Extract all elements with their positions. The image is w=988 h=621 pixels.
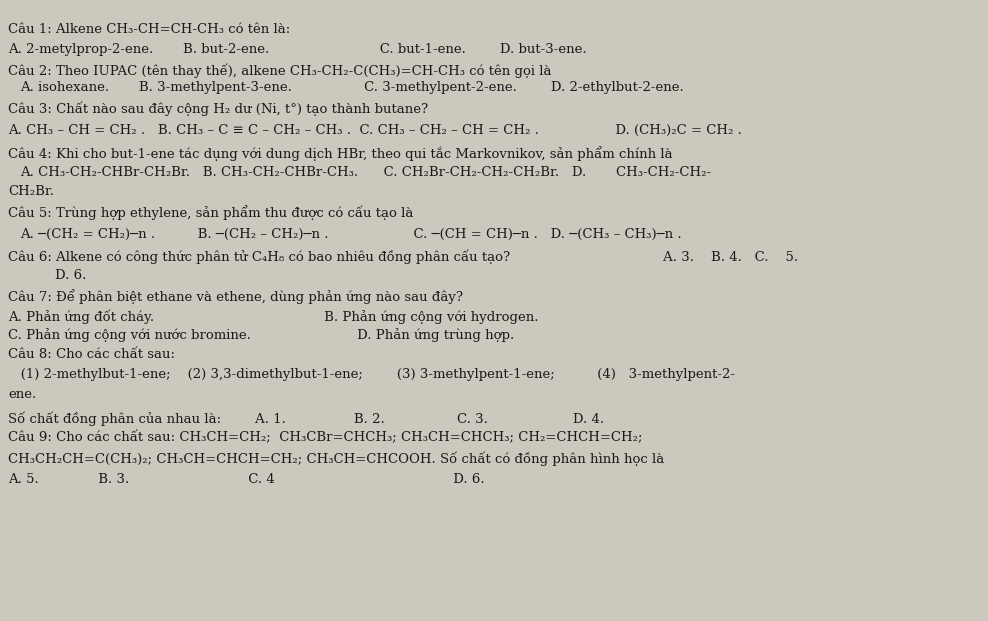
Text: A. 5.              B. 3.                            C. 4                        : A. 5. B. 3. C. 4 [8, 473, 485, 486]
Text: CH₂Br.: CH₂Br. [8, 185, 54, 198]
Text: ene.: ene. [8, 388, 37, 401]
Text: Số chất đồng phân của nhau là:        A. 1.                B. 2.                : Số chất đồng phân của nhau là: A. 1. B. … [8, 411, 604, 425]
Text: CH₃CH₂CH=C(CH₃)₂; CH₃CH=CHCH=CH₂; CH₃CH=CHCOOH. Số chất có đồng phân hình học là: CH₃CH₂CH=C(CH₃)₂; CH₃CH=CHCH=CH₂; CH₃CH=… [8, 451, 664, 466]
Text: A. isohexane.       B. 3-methylpent-3-ene.                 C. 3-methylpent-2-ene: A. isohexane. B. 3-methylpent-3-ene. C. … [20, 81, 684, 94]
Text: A. Phản ứng đốt cháy.                                        B. Phản ứng cộng vớ: A. Phản ứng đốt cháy. B. Phản ứng cộng v… [8, 309, 538, 324]
Text: Câu 5: Trùng hợp ethylene, sản phẩm thu được có cấu tạo là: Câu 5: Trùng hợp ethylene, sản phẩm thu … [8, 205, 413, 220]
Text: A. CH₃-CH₂-CHBr-CH₂Br.   B. CH₃-CH₂-CHBr-CH₃.      C. CH₂Br-CH₂-CH₂-CH₂Br.   D. : A. CH₃-CH₂-CHBr-CH₂Br. B. CH₃-CH₂-CHBr-C… [20, 166, 711, 179]
Text: A. CH₃ – CH = CH₂ .   B. CH₃ – C ≡ C – CH₂ – CH₃ .  C. CH₃ – CH₂ – CH = CH₂ .   : A. CH₃ – CH = CH₂ . B. CH₃ – C ≡ C – CH₂… [8, 124, 742, 137]
Text: C. Phản ứng cộng với nước bromine.                         D. Phản ứng trùng hợp: C. Phản ứng cộng với nước bromine. D. Ph… [8, 328, 514, 342]
Text: D. 6.: D. 6. [55, 269, 86, 282]
Text: Câu 6: Alkene có công thức phân tử C₄H₈ có bao nhiêu đồng phân cấu tạo?         : Câu 6: Alkene có công thức phân tử C₄H₈ … [8, 250, 798, 265]
Text: Câu 3: Chất nào sau đây cộng H₂ dư (Ni, t°) tạo thành butane?: Câu 3: Chất nào sau đây cộng H₂ dư (Ni, … [8, 101, 428, 116]
Text: Câu 8: Cho các chất sau:: Câu 8: Cho các chất sau: [8, 348, 175, 361]
Text: Câu 7: Để phân biệt ethane và ethene, dùng phản ứng nào sau đây?: Câu 7: Để phân biệt ethane và ethene, dù… [8, 289, 463, 304]
Text: A. ─(CH₂ = CH₂)─n .          B. ─(CH₂ – CH₂)─n .                    C. ─(CH = CH: A. ─(CH₂ = CH₂)─n . B. ─(CH₂ – CH₂)─n . … [20, 228, 682, 241]
Text: Câu 4: Khi cho but-1-ene tác dụng với dung dịch HBr, theo qui tắc Markovnikov, s: Câu 4: Khi cho but-1-ene tác dụng với du… [8, 146, 673, 161]
Text: Câu 1: Alkene CH₃-CH=CH-CH₃ có tên là:: Câu 1: Alkene CH₃-CH=CH-CH₃ có tên là: [8, 23, 290, 36]
Text: Câu 2: Theo IUPAC (tên thay thế), alkene CH₃-CH₂-C(CH₃)=CH-CH₃ có tên gọi là: Câu 2: Theo IUPAC (tên thay thế), alkene… [8, 63, 551, 78]
Text: A. 2-metylprop-2-ene.       B. but-2-ene.                          C. but-1-ene.: A. 2-metylprop-2-ene. B. but-2-ene. C. b… [8, 43, 587, 56]
Text: Câu 9: Cho các chất sau: CH₃CH=CH₂;  CH₃CBr=CHCH₃; CH₃CH=CHCH₃; CH₂=CHCH=CH₂;: Câu 9: Cho các chất sau: CH₃CH=CH₂; CH₃C… [8, 431, 642, 444]
Text: (1) 2-methylbut-1-ene;    (2) 3,3-dimethylbut-1-ene;        (3) 3-methylpent-1-e: (1) 2-methylbut-1-ene; (2) 3,3-dimethylb… [8, 368, 735, 381]
